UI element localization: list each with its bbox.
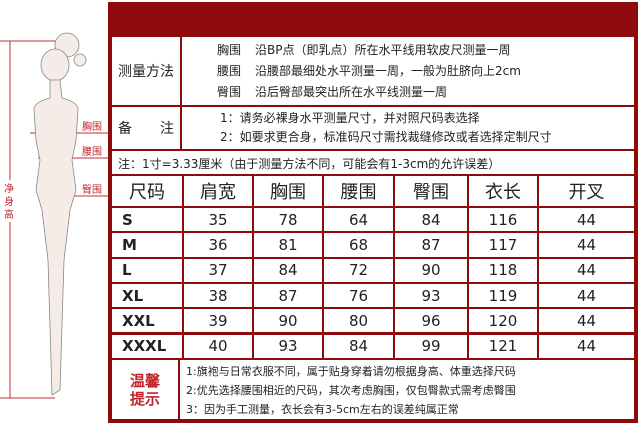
value-cell: 36 (184, 233, 252, 257)
height-label: 净身高 (4, 184, 14, 221)
measure-item-name: 腰围 (217, 64, 242, 78)
tips-label: 温馨提示 (112, 360, 180, 419)
value-cell: 81 (254, 233, 322, 257)
value-cell: 84 (254, 258, 322, 282)
value-cell: 116 (469, 208, 537, 232)
woman-silhouette-icon (0, 32, 108, 399)
tip-line: 2:优先选择腰围相近的尺码，其次考虑胸围，仅包臀款式需考虑臀围 (186, 384, 516, 397)
size-cell: XL (112, 283, 182, 308)
value-cell: 39 (184, 309, 252, 333)
value-cell: 93 (395, 283, 467, 308)
measure-item: 臀围 沿后臀部最突出所在水平线测量一周 (217, 82, 521, 103)
value-cell: 87 (395, 233, 467, 257)
value-cell: 78 (254, 208, 322, 232)
remarks-label: 备 注 (112, 107, 182, 149)
size-cell: L (112, 258, 182, 282)
note: 注：1寸=3.33厘米（由于测量方法不同，可能会有1-3cm的允许误差） (112, 151, 634, 176)
measure-item-text: 沿腰部最细处水平测量一周，一般为肚脐向上2cm (255, 64, 521, 78)
tip-line: 3：因为手工测量，衣长会有3-5cm左右的误差纯属正常 (186, 403, 459, 416)
measure-item: 胸围 沿BP点（即乳点）所在水平线用软皮尺测量一周 (217, 40, 521, 61)
size-cell: XXXL (112, 334, 182, 358)
value-cell: 93 (254, 334, 322, 358)
size-cell: M (112, 233, 182, 257)
column-header: 肩宽 (184, 176, 252, 206)
measure-item: 腰围 沿腰部最细处水平测量一周，一般为肚脐向上2cm (217, 61, 521, 82)
tip-line: 1:旗袍与日常衣服不同，属于贴身穿着请勿根据身高、体重选择尺码 (186, 365, 516, 378)
measure-item-name: 臀围 (217, 85, 242, 99)
value-cell: 84 (395, 208, 467, 232)
value-cell: 90 (395, 258, 467, 282)
size-cell: XXL (112, 309, 182, 333)
table-row: S 35 78 64 84 116 44 (112, 206, 634, 232)
measure-item-text: 沿后臀部最突出所在水平线测量一周 (255, 85, 448, 99)
value-cell: 64 (324, 208, 393, 232)
value-cell: 44 (539, 309, 634, 333)
value-cell: 37 (184, 258, 252, 282)
column-header: 臀围 (395, 176, 467, 206)
value-cell: 121 (469, 334, 537, 358)
value-cell: 80 (324, 309, 393, 333)
waist-label: 腰围 (82, 147, 102, 158)
value-cell: 118 (469, 258, 537, 282)
measure-item-text: 沿BP点（即乳点）所在水平线用软皮尺测量一周 (255, 43, 511, 57)
value-cell: 44 (539, 283, 634, 308)
measure-label: 测量方法 (112, 37, 182, 105)
table-row: M 36 81 68 87 117 44 (112, 231, 634, 257)
table-row: L 37 84 72 90 118 44 (112, 256, 634, 282)
column-header: 尺码 (112, 176, 182, 206)
value-cell: 68 (324, 233, 393, 257)
value-cell: 96 (395, 309, 467, 333)
column-header: 胸围 (254, 176, 322, 206)
value-cell: 99 (395, 334, 467, 358)
value-cell: 117 (469, 233, 537, 257)
value-cell: 44 (539, 208, 634, 232)
value-cell: 120 (469, 309, 537, 333)
table-row: XXL 39 90 80 96 120 44 (112, 307, 634, 333)
value-cell: 38 (184, 283, 252, 308)
measure-item-name: 胸围 (217, 43, 242, 57)
remarks-section: 备 注 1：请务必裸身水平测量尺寸，并对照尺码表选择 2：如要求更合身，标准码尺… (112, 107, 634, 149)
value-cell: 119 (469, 283, 537, 308)
value-cell: 44 (539, 334, 634, 358)
body-measurement-figure: 净身高 胸围 腰围 臀围 (0, 0, 110, 427)
value-cell: 84 (324, 334, 393, 358)
chest-label: 胸围 (82, 122, 102, 133)
table-header-row: 尺码 肩宽 胸围 腰围 臀围 衣长 开叉 (112, 174, 634, 206)
value-cell: 87 (254, 283, 322, 308)
table-row: XL 38 87 76 93 119 44 (112, 281, 634, 308)
column-header: 衣长 (469, 176, 537, 206)
remark-line: 2：如要求更合身，标准码尺寸需找裁缝修改或者选择定制尺寸 (220, 130, 552, 144)
value-cell: 44 (539, 258, 634, 282)
size-chart: 测量方法 胸围 沿BP点（即乳点）所在水平线用软皮尺测量一周 腰围 沿腰部最细处水平测… (108, 2, 638, 423)
column-header: 开叉 (539, 176, 634, 206)
hip-label: 臀围 (82, 185, 102, 196)
value-cell: 40 (184, 334, 252, 358)
column-header: 腰围 (324, 176, 393, 206)
value-cell: 35 (184, 208, 252, 232)
size-cell: S (112, 208, 182, 232)
value-cell: 90 (254, 309, 322, 333)
value-cell: 44 (539, 233, 634, 257)
remark-line: 1：请务必裸身水平测量尺寸，并对照尺码表选择 (220, 111, 480, 125)
table-row: XXXL 40 93 84 99 121 44 (112, 332, 634, 358)
measure-section: 测量方法 胸围 沿BP点（即乳点）所在水平线用软皮尺测量一周 腰围 沿腰部最细处水平测… (112, 37, 634, 105)
value-cell: 72 (324, 258, 393, 282)
tips-section: 温馨提示 1:旗袍与日常衣服不同，属于贴身穿着请勿根据身高、体重选择尺码 2:优… (112, 360, 634, 419)
value-cell: 76 (324, 283, 393, 308)
